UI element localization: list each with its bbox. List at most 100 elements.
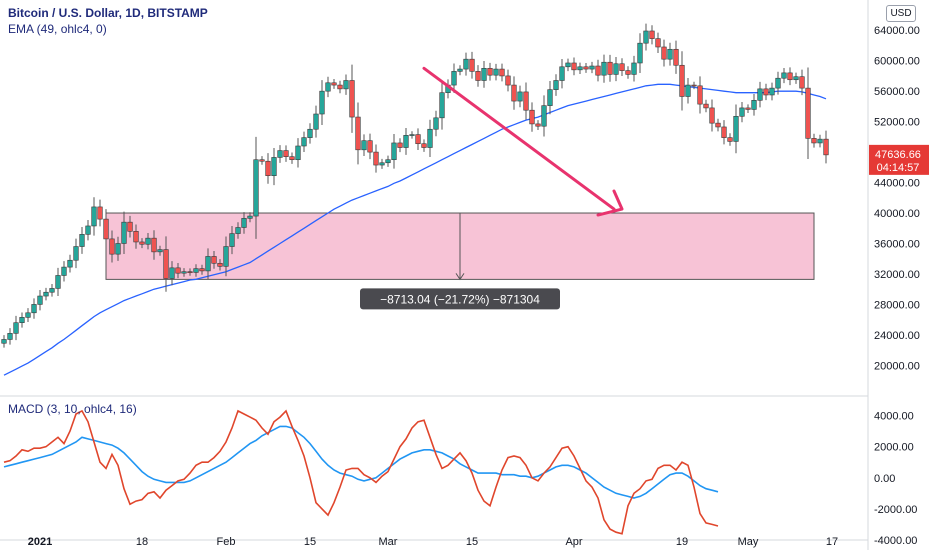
candle-body <box>709 107 715 124</box>
candle-body <box>499 68 505 77</box>
time-tick-label: Mar <box>379 536 398 548</box>
candle-body <box>775 77 781 89</box>
candle-body <box>523 91 529 111</box>
trend-arrowhead <box>596 189 624 217</box>
candle-body <box>31 304 37 314</box>
candle-body <box>625 70 631 75</box>
candle-body <box>817 138 823 144</box>
candle-body <box>547 89 553 106</box>
candle-body <box>763 88 769 96</box>
candle-body <box>163 249 169 279</box>
candle-body <box>301 137 307 147</box>
price-tick-label: 64000.00 <box>874 25 920 37</box>
candle-body <box>277 150 283 158</box>
candle-body <box>565 62 571 68</box>
current-price-badge-bg <box>869 144 929 175</box>
candle-body <box>673 48 679 66</box>
candle-body <box>535 123 541 127</box>
candle-body <box>295 145 301 161</box>
candle-body <box>619 63 625 71</box>
candle-body <box>421 143 427 148</box>
candle-body <box>661 46 667 60</box>
candle-body <box>7 333 13 340</box>
candle-body <box>283 150 289 157</box>
time-tick-label: 15 <box>466 536 478 548</box>
price-tick-label: 44000.00 <box>874 178 920 190</box>
candle-body <box>733 115 739 142</box>
candle-body <box>505 75 511 86</box>
macd-tick-label: -4000.00 <box>874 535 917 547</box>
measure-tooltip-text: −8713.04 (−21.72%) −871304 <box>380 292 540 306</box>
candle-body <box>133 230 139 243</box>
candle-body <box>403 135 409 148</box>
macd-legend[interactable]: MACD (3, 10, ohlc4, 16) <box>8 402 137 416</box>
trend-arrow-line <box>422 66 616 211</box>
candle-body <box>571 62 577 71</box>
macd-tick-label: -2000.00 <box>874 504 917 516</box>
candle-body <box>343 80 349 90</box>
candle-body <box>211 256 217 264</box>
candle-body <box>577 66 583 71</box>
candle-body <box>1 339 7 344</box>
candle-body <box>247 215 253 219</box>
candle-body <box>373 151 379 166</box>
price-tick-label: 28000.00 <box>874 299 920 311</box>
candle-body <box>13 322 19 334</box>
candle-body <box>433 117 439 130</box>
time-tick-label: 2021 <box>28 536 52 548</box>
symbol-title[interactable]: Bitcoin / U.S. Dollar, 1D, BITSTAMP <box>8 6 208 20</box>
ema-legend[interactable]: EMA (49, ohlc4, 0) <box>8 22 107 36</box>
measure-tooltip-bg <box>360 288 560 310</box>
candle-body <box>781 72 787 79</box>
price-tick-label: 36000.00 <box>874 238 920 250</box>
time-tick-label: Feb <box>217 536 236 548</box>
time-tick-label: 15 <box>304 536 316 548</box>
candle-body <box>331 82 337 86</box>
candle-body <box>463 58 469 70</box>
candle-body <box>757 88 763 101</box>
price-tick-label: 40000.00 <box>874 208 920 220</box>
candle-body <box>217 262 223 267</box>
candle-body <box>769 87 775 96</box>
candle-body <box>601 61 607 76</box>
price-tick-label: 24000.00 <box>874 330 920 342</box>
candle-body <box>43 291 49 297</box>
candle-body <box>337 84 343 90</box>
candle-body <box>823 138 829 156</box>
candle-body <box>223 246 229 267</box>
candle-body <box>385 159 391 164</box>
candle-body <box>553 80 559 90</box>
measure-arrowhead <box>455 273 465 281</box>
candle-body <box>703 103 709 109</box>
candle-body <box>745 107 751 110</box>
candle-body <box>655 38 661 48</box>
candle-body <box>121 221 127 244</box>
candle-body <box>649 30 655 39</box>
price-tick-label: 20000.00 <box>874 360 920 372</box>
time-tick-label: 18 <box>136 536 148 548</box>
candle-body <box>289 156 295 161</box>
candle-body <box>73 246 79 261</box>
macd-signal-line <box>3 425 719 499</box>
current-price-countdown: 04:14:57 <box>877 162 920 174</box>
candle-body <box>589 65 595 70</box>
candle-body <box>751 100 757 110</box>
currency-badge[interactable]: USD <box>886 5 916 22</box>
macd-tick-label: 2000.00 <box>874 442 914 454</box>
candle-body <box>229 233 235 247</box>
candle-body <box>679 64 685 97</box>
candle-body <box>511 84 517 102</box>
current-price-value: 47636.66 <box>875 149 921 161</box>
time-tick-label: Apr <box>565 536 582 548</box>
candle-body <box>259 159 265 162</box>
candle-body <box>739 107 745 117</box>
candle-body <box>361 140 367 151</box>
candle-body <box>493 68 499 76</box>
measure-tooltip: −8713.04 (−21.72%) −871304 <box>360 288 560 310</box>
candle-body <box>811 138 817 144</box>
candle-body <box>265 160 271 177</box>
candle-body <box>37 295 43 305</box>
